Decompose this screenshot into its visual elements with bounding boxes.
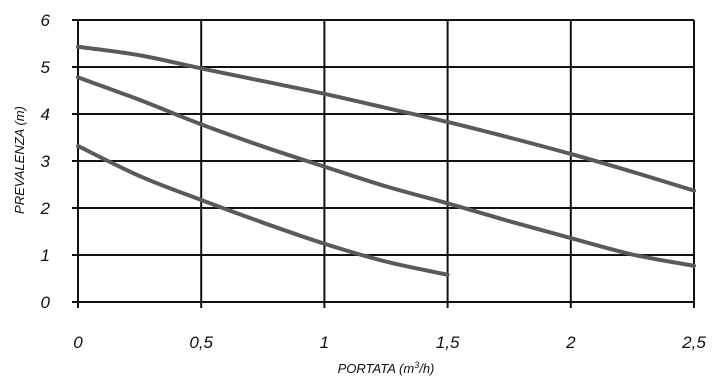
y-tick-label: 6 — [41, 11, 51, 30]
y-tick-label: 4 — [41, 105, 50, 124]
y-tick-label: 0 — [41, 293, 51, 312]
x-tick-label: 1 — [320, 333, 329, 352]
x-tick-label: 2,5 — [681, 333, 706, 352]
y-tick-label: 3 — [41, 152, 51, 171]
y-tick-labels: 0 1 2 3 4 5 6 — [40, 11, 78, 312]
y-tick-label: 5 — [41, 58, 51, 77]
x-tick-label: 0,5 — [189, 333, 213, 352]
x-tick-label: 1,5 — [436, 333, 460, 352]
series-curve-1 — [76, 44, 696, 193]
x-axis-title-end: /h) — [418, 361, 434, 376]
series-curve-2 — [76, 75, 696, 268]
x-axis-title: PORTATA (m3/h) — [338, 360, 435, 376]
x-tick-label: 2 — [565, 333, 576, 352]
x-axis-title-main: PORTATA (m — [338, 361, 415, 376]
y-tick-label: 2 — [40, 199, 51, 218]
x-tick-labels: 0 0,5 1 1,5 2 2,5 — [73, 302, 706, 352]
series-curve-3 — [76, 143, 450, 277]
x-axis-title-superscript: 3 — [414, 360, 419, 370]
y-axis-title: PREVALENZA (m) — [12, 106, 27, 214]
x-tick-label: 0 — [73, 333, 83, 352]
series-lines — [76, 44, 696, 277]
y-tick-label: 1 — [41, 246, 50, 265]
